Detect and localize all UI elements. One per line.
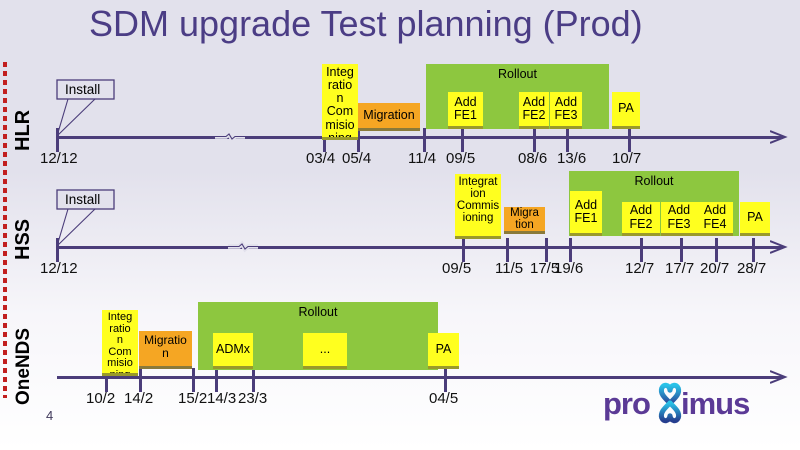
- svg-text:OneNDS: OneNDS: [13, 328, 34, 405]
- svg-text:pro: pro: [603, 386, 650, 421]
- svg-text:imus: imus: [681, 386, 749, 421]
